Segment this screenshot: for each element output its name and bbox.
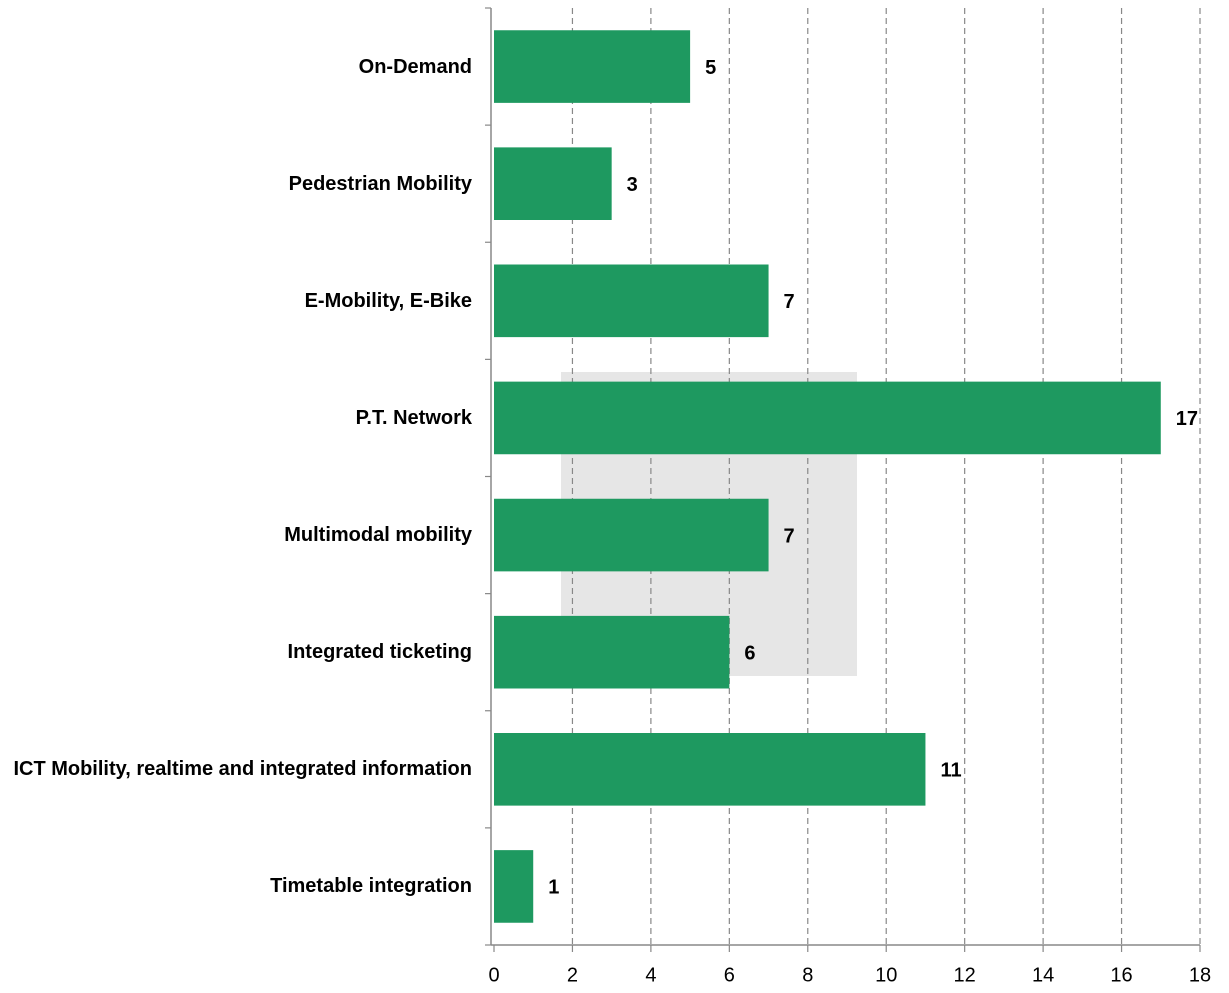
- category-label-box: E-Mobility, E-Bike: [305, 271, 472, 331]
- y-tick-label: P.T. Network: [356, 406, 472, 430]
- x-tick-label: 12: [954, 964, 976, 986]
- y-tick-label: Multimodal mobility: [284, 523, 472, 547]
- category-label-box: Integrated ticketing: [288, 622, 472, 682]
- y-tick-label: E-Mobility, E-Bike: [305, 289, 472, 313]
- value-label: 7: [784, 291, 795, 313]
- bar: [494, 733, 925, 806]
- category-label-box: ICT Mobility, realtime and integrated in…: [13, 739, 472, 799]
- category-label-box: P.T. Network: [356, 388, 472, 448]
- bar: [494, 616, 729, 689]
- value-label: 6: [744, 642, 755, 664]
- y-tick-label: Timetable integration: [270, 874, 472, 898]
- bar: [494, 499, 769, 572]
- value-label: 1: [548, 877, 559, 899]
- value-label: 17: [1176, 408, 1198, 430]
- bar: [494, 147, 612, 220]
- bar: [494, 850, 533, 923]
- x-tick-label: 6: [724, 964, 735, 986]
- value-label: 3: [627, 174, 638, 196]
- x-tick-label: 10: [875, 964, 897, 986]
- x-tick-label: 14: [1032, 964, 1054, 986]
- value-label: 5: [705, 57, 716, 79]
- category-label-box: Multimodal mobility: [284, 505, 472, 565]
- x-tick-label: 16: [1110, 964, 1132, 986]
- value-label: 11: [940, 760, 961, 782]
- x-tick-label: 0: [488, 964, 499, 986]
- chart: 0246810121416185371776111 On-DemandPedes…: [0, 0, 1229, 993]
- x-tick-label: 4: [645, 964, 656, 986]
- y-tick-label: Pedestrian Mobility: [289, 172, 472, 196]
- y-tick-label: ICT Mobility, realtime and integrated in…: [13, 757, 472, 781]
- chart-svg: 0246810121416185371776111: [0, 0, 1229, 993]
- x-tick-label: 2: [567, 964, 578, 986]
- category-label-box: On-Demand: [359, 37, 472, 97]
- x-tick-label: 8: [802, 964, 813, 986]
- bar: [494, 30, 690, 103]
- y-tick-label: Integrated ticketing: [288, 640, 472, 664]
- value-label: 7: [784, 525, 795, 547]
- y-tick-label: On-Demand: [359, 55, 472, 79]
- category-label-box: Pedestrian Mobility: [289, 154, 472, 214]
- category-label-box: Timetable integration: [270, 856, 472, 916]
- bar: [494, 382, 1161, 455]
- bar: [494, 265, 769, 338]
- x-tick-label: 18: [1189, 964, 1211, 986]
